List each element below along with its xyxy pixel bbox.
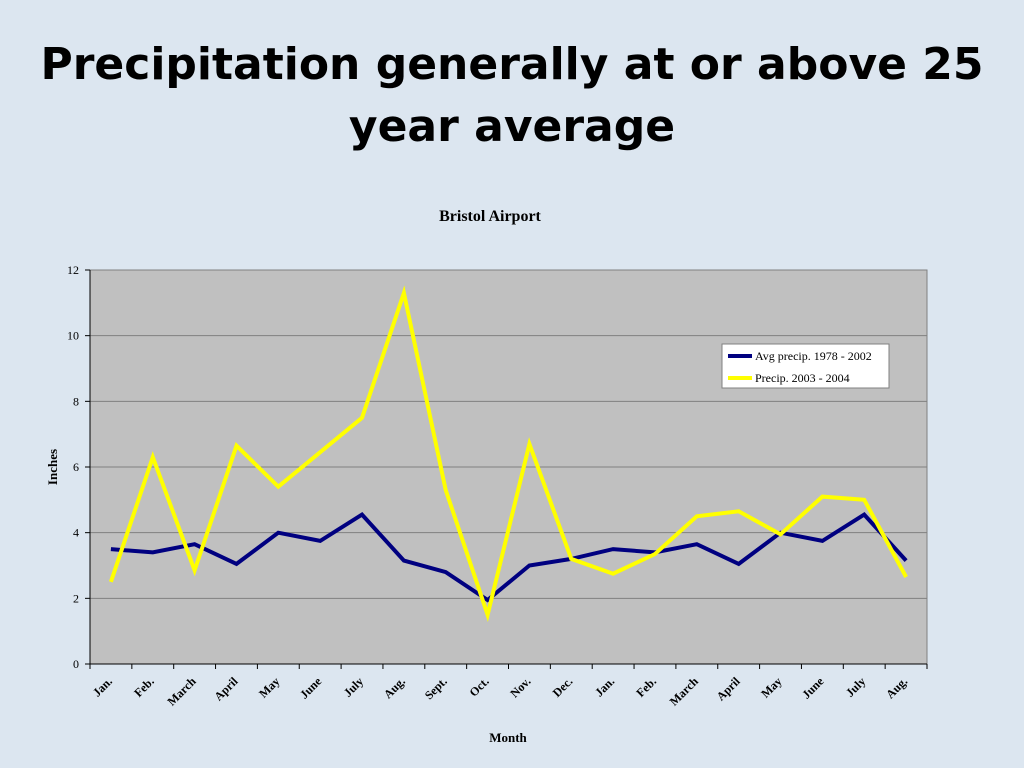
x-tick-label: Nov.: [507, 674, 533, 700]
x-tick-label: May: [256, 674, 282, 700]
legend-box: [721, 343, 890, 389]
slide-title-line1: Precipitation generally at or above 25: [40, 39, 984, 90]
series-line-precip-2003-2004: [109, 285, 908, 622]
x-tick-label: June: [297, 674, 325, 702]
legend: Avg precip. 1978 - 2002 Precip. 2003 - 2…: [721, 343, 890, 389]
legend-label-avg: Avg precip. 1978 - 2002: [755, 349, 872, 363]
x-tick-label: Feb.: [131, 674, 157, 700]
chart-title: Bristol Airport: [439, 208, 541, 225]
y-axis: 0 2 4 6 8 10 12: [67, 263, 91, 671]
y-tick-label: 2: [73, 591, 79, 605]
y-axis-title: Inches: [45, 449, 60, 485]
x-axis: Jan. Feb. March April May June July Aug. Sept. Oc…: [89, 663, 928, 708]
slide-title: Precipitation generally at or above 25 y…: [40, 34, 984, 158]
x-tick-label: Jan.: [592, 674, 617, 699]
x-tick-label: July: [341, 674, 366, 699]
series-line-avg-precip: [110, 512, 908, 603]
x-tick-label: June: [799, 674, 827, 702]
slide-title-line2: year average: [348, 101, 676, 152]
x-tick-label: Aug.: [381, 674, 408, 701]
y-tick-label: 0: [73, 657, 79, 671]
x-tick-label: April: [211, 674, 241, 704]
x-tick-label: Jan.: [90, 674, 115, 699]
x-tick-label: July: [843, 674, 868, 699]
y-tick-label: 8: [73, 394, 79, 408]
x-tick-label: March: [667, 674, 701, 708]
x-tick-label: April: [714, 674, 744, 704]
x-tick-label: May: [758, 674, 784, 700]
x-tick-label: Dec.: [550, 674, 576, 700]
x-tick-label: Sept.: [422, 674, 450, 702]
y-tick-label: 4: [73, 526, 79, 540]
y-tick-label: 6: [73, 460, 79, 474]
x-tick-label: Feb.: [633, 674, 659, 700]
y-tick-label: 10: [67, 329, 79, 343]
legend-label-recent: Precip. 2003 - 2004: [755, 371, 850, 385]
x-tick-label: Oct.: [466, 674, 491, 699]
x-axis-title: Month: [489, 730, 527, 745]
x-tick-label: Aug.: [883, 674, 910, 701]
y-tick-label: 12: [67, 263, 79, 277]
series-lines: [109, 285, 908, 622]
x-tick-label: March: [164, 674, 198, 708]
